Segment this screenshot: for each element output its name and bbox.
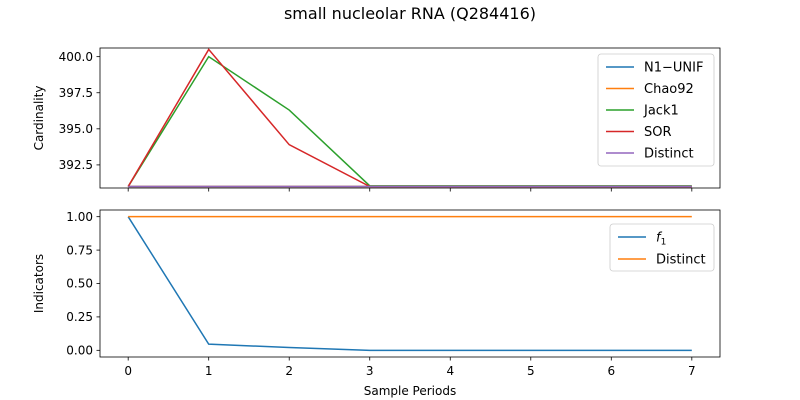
y-tick-label: 0.00 (66, 344, 93, 358)
legend-label: N1−UNIF (644, 61, 703, 76)
y-tick-label: 0.50 (66, 277, 93, 291)
legend-box (597, 53, 715, 167)
legend: f1 Distinct (609, 223, 715, 272)
legend-label: SOR (644, 125, 672, 140)
figure-title: small nucleolar RNA (Q284416) (284, 4, 536, 23)
legend-label: Distinct (656, 253, 706, 268)
x-tick-label: 6 (607, 364, 615, 378)
x-tick-label: 2 (285, 364, 293, 378)
legend-label: Distinct (644, 147, 694, 162)
x-tick-label: 5 (527, 364, 535, 378)
y-tick-label: 0.75 (66, 243, 93, 257)
x-tick-label: 1 (205, 364, 213, 378)
y-tick-label: 400.0 (59, 50, 93, 64)
y-tick-label: 1.00 (66, 210, 93, 224)
legend: N1−UNIF Chao92 Jack1 SOR Distinct (597, 53, 715, 167)
legend-label: Jack1 (643, 104, 679, 119)
cardinality-panel: 392.5 395.0 397.5 400.0 Cardinality N1−UNIF Ch… (32, 47, 721, 192)
y-axis-label: Indicators (32, 254, 46, 313)
series-line-f (127, 216, 692, 352)
y-tick-label: 395.0 (59, 122, 93, 136)
x-axis-label: Sample Periods (364, 384, 456, 398)
legend-label: Chao92 (644, 82, 694, 97)
x-tick-label: 0 (124, 364, 132, 378)
y-tick-label: 392.5 (59, 158, 93, 172)
legend-label: f1 (656, 231, 666, 248)
y-axis-label: Cardinality (32, 86, 46, 151)
axes-frame (99, 47, 721, 189)
x-tick-label: 3 (366, 364, 374, 378)
x-tick-label: 7 (688, 364, 696, 378)
x-tick-label: 4 (446, 364, 454, 378)
indicators-panel: 0 1 2 3 4 5 6 7 0.00 0.25 0.50 0.75 1.00 Indicators Sa… (32, 209, 721, 398)
y-tick-label: 397.5 (59, 86, 93, 100)
y-tick-label: 0.25 (66, 310, 93, 324)
